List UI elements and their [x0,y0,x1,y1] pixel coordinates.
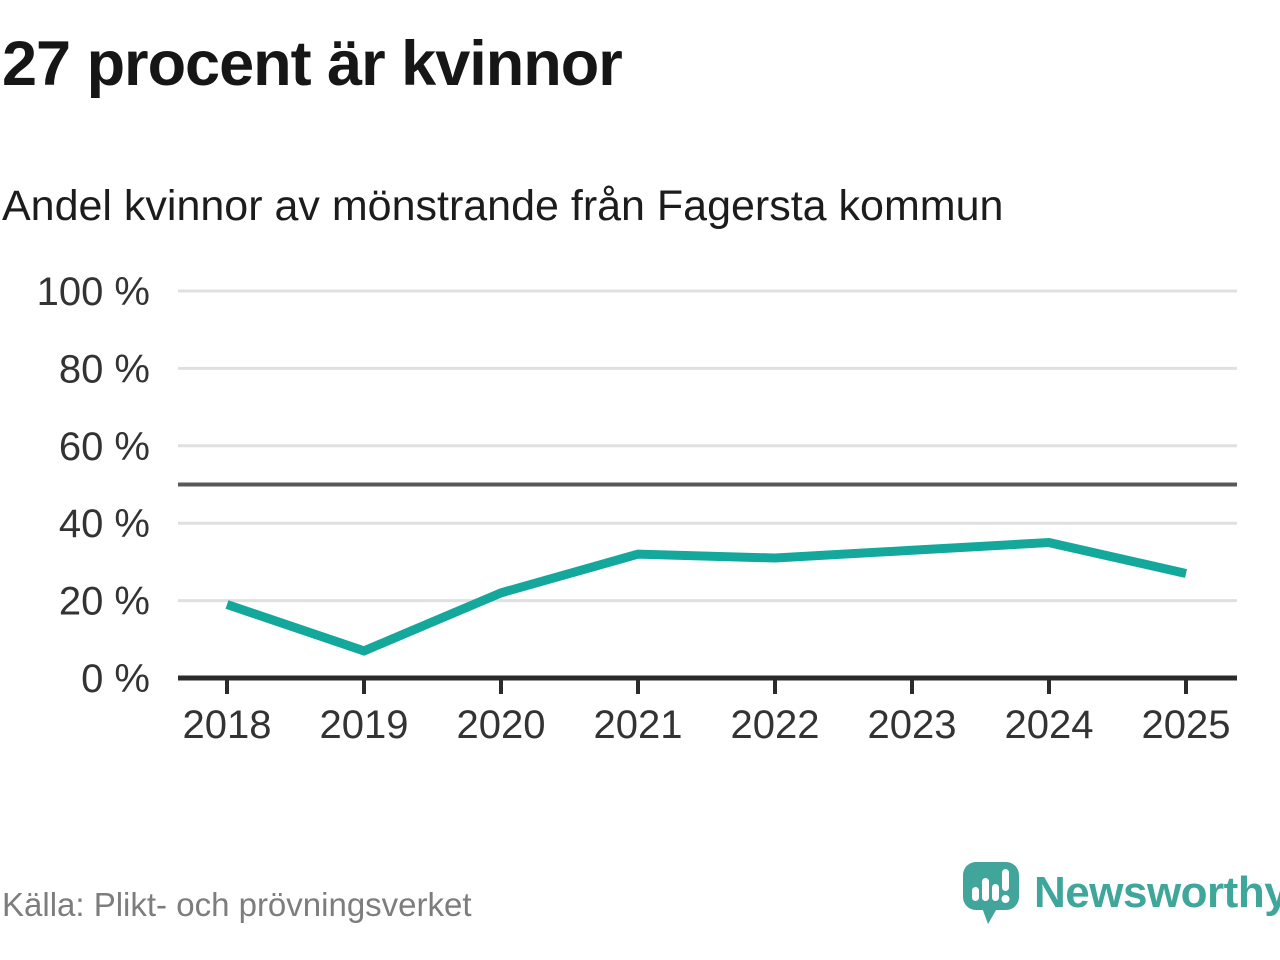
x-axis-label: 2020 [457,703,546,747]
logo-exclamation-glyph [1001,869,1010,903]
x-axis-label: 2019 [320,703,409,747]
y-axis-label: 60 % [59,425,150,469]
y-axis-label: 0 % [81,657,150,701]
newsworthy-logo-icon [963,862,1019,924]
y-axis-label: 40 % [59,502,150,546]
chart-title: 27 procent är kvinnor [2,29,623,99]
brand-logo: Newsworthy [962,860,1280,926]
chart-subtitle: Andel kvinnor av mönstrande från Fagerst… [2,182,1004,230]
x-axis-label: 2021 [594,703,683,747]
x-axis-label: 2023 [868,703,957,747]
x-axis-label: 2025 [1142,703,1231,747]
brand-wordmark: Newsworthy [1034,868,1280,917]
x-axis-label: 2018 [183,703,272,747]
line-chart: 0 % 20 % 40 % 60 % 80 % 100 % 2018 2019 2020 2021… [37,270,1237,747]
y-axis-label: 20 % [59,580,150,624]
y-axis-label: 80 % [59,347,150,391]
x-axis-label: 2024 [1005,703,1094,747]
data-line [225,538,1187,656]
source-note: Källa: Plikt- och prövningsverket [2,886,472,923]
x-axis-label: 2022 [731,703,820,747]
logo-speech-bubble [963,862,1019,924]
y-axis-label: 100 % [37,270,150,314]
logo-bar-chart-glyph [972,878,999,901]
